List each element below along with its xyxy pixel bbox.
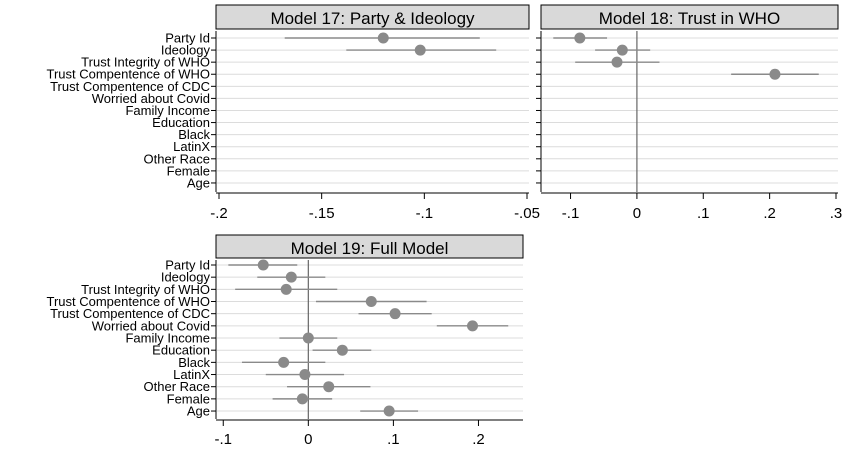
panel2-x-tick-label: -.1 [562, 205, 580, 222]
panel3-point [299, 369, 311, 381]
panel1-y-tick-label: Family Income [125, 103, 210, 118]
panel1-y-tick-label: Other Race [144, 151, 210, 166]
panel3-header [215, 234, 524, 259]
panel3-point [383, 405, 395, 417]
panel3-point [365, 296, 377, 308]
panel1-y-tick-label: Trust Compentence of WHO [46, 67, 210, 82]
panel2-point [769, 68, 781, 80]
panel1-y-tick-label: Trust Compentence of CDC [50, 79, 210, 94]
panel3-y-tick-label: Trust Compentence of CDC [50, 306, 210, 321]
panel2-point [616, 44, 628, 56]
panel3-y-tick-label: LatinX [173, 367, 210, 382]
panel3-point [278, 356, 290, 368]
panel3-y-tick-label: Family Income [125, 331, 210, 346]
panel2-header [540, 4, 839, 30]
panel3-x-tick-label: 0 [304, 431, 312, 448]
panel3-point [280, 283, 292, 295]
panel1-x-tick-label: -.15 [309, 205, 335, 222]
panel2-x-tick-label: .3 [830, 205, 843, 222]
panel3-point [323, 381, 335, 393]
panel3-point [467, 320, 479, 332]
panel1-y-tick-label: Party Id [165, 31, 210, 46]
panel3-y-tick-label: Education [152, 343, 210, 358]
panel1-y-tick-label: Trust Integrity of WHO [81, 55, 210, 70]
panel1-point [377, 32, 389, 44]
panel3-title: Model 19: Full Model [291, 239, 449, 258]
panel3-y-tick-label: Party Id [165, 258, 210, 273]
panel1-title: Model 17: Party & Ideology [270, 9, 475, 28]
panel3-point [257, 259, 269, 271]
panel3-point [296, 393, 308, 405]
panel2-x-tick-label: .1 [697, 205, 710, 222]
panel3-point [336, 344, 348, 356]
panel2-x-tick-label: 0 [633, 205, 641, 222]
panel3-y-tick-label: Black [178, 355, 210, 370]
panel2-point [611, 56, 623, 68]
panel3-x-tick-label: -.1 [214, 431, 232, 448]
panel3-point [302, 332, 314, 344]
panel3-y-tick-label: Other Race [144, 379, 210, 394]
panel3-y-tick-label: Trust Compentence of WHO [46, 294, 210, 309]
panel1-y-tick-label: Female [167, 163, 210, 178]
panel1-y-tick-label: LatinX [173, 139, 210, 154]
panel2-title: Model 18: Trust in WHO [599, 9, 780, 28]
panel3-y-tick-label: Worried about Covid [92, 318, 210, 333]
panel1-x-tick-label: -.05 [514, 205, 540, 222]
panel1-y-tick-label: Black [178, 127, 210, 142]
panel1-y-tick-label: Worried about Covid [92, 91, 210, 106]
panel1-x-tick-label: -.2 [210, 205, 228, 222]
panel1-header [215, 4, 530, 30]
panel1-y-tick-label: Education [152, 115, 210, 130]
panel1-y-tick-label: Age [187, 175, 210, 190]
panel3-y-tick-label: Female [167, 391, 210, 406]
panel3-y-tick-label: Ideology [161, 270, 211, 285]
panel3-point [285, 271, 297, 283]
panel2-x-tick-label: .2 [763, 205, 776, 222]
panel1-y-tick-label: Ideology [161, 43, 211, 58]
panel3-y-tick-label: Trust Integrity of WHO [81, 282, 210, 297]
panel2-point [574, 32, 586, 44]
panel1-point [414, 44, 426, 56]
panel3-x-tick-label: .2 [472, 431, 485, 448]
panel3-y-tick-label: Age [187, 404, 210, 419]
panel3-point [389, 308, 401, 320]
panel1-x-tick-label: -.1 [416, 205, 434, 222]
panel3-x-tick-label: .1 [387, 431, 400, 448]
